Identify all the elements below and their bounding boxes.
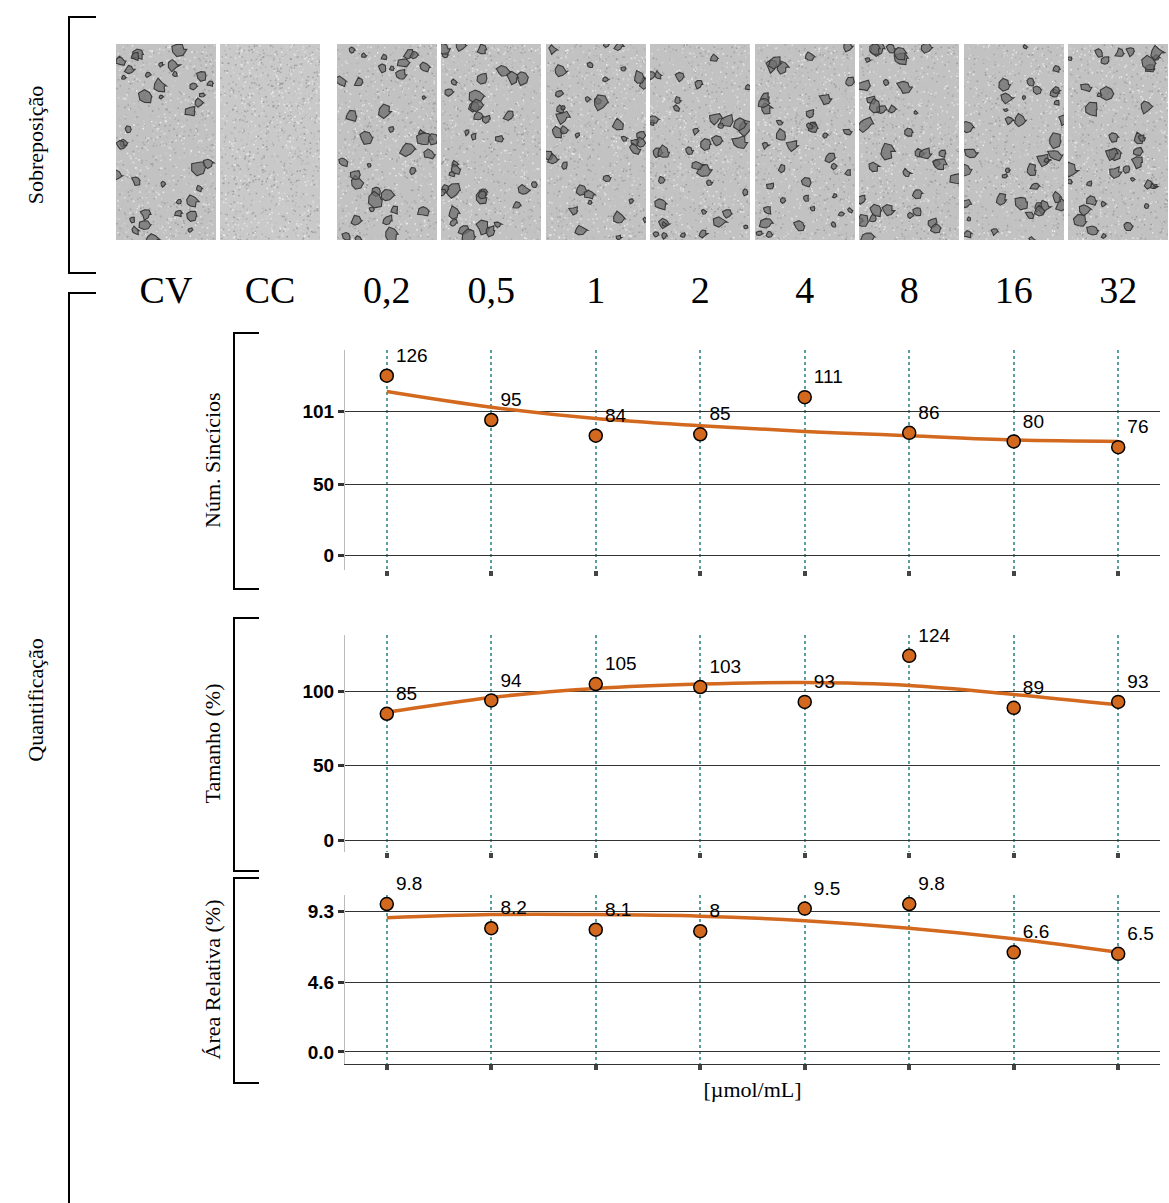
svg-text:80: 80: [1023, 411, 1044, 432]
svg-text:0: 0: [324, 545, 335, 566]
svg-text:89: 89: [1023, 677, 1044, 698]
svg-text:85: 85: [396, 683, 417, 704]
html-text:2: 2: [690, 269, 710, 311]
svg-text:6.5: 6.5: [1127, 923, 1153, 944]
svg-text:9.5: 9.5: [814, 878, 840, 899]
svg-text:0: 0: [324, 830, 335, 851]
svg-text:Núm. Sincícios: Núm. Sincícios: [200, 392, 225, 528]
svg-text:93: 93: [1127, 671, 1148, 692]
svg-text:84: 84: [605, 405, 627, 426]
svg-text:103: 103: [709, 656, 741, 677]
svg-text:6.6: 6.6: [1023, 921, 1049, 942]
svg-text:86: 86: [918, 402, 939, 423]
svg-text:[µmol/mL]: [µmol/mL]: [703, 1077, 801, 1102]
svg-text:9.8: 9.8: [918, 873, 944, 894]
svg-text:93: 93: [814, 671, 835, 692]
svg-text:105: 105: [605, 653, 637, 674]
svg-text:100: 100: [302, 681, 334, 702]
svg-text:Tamanho (%): Tamanho (%): [200, 683, 225, 803]
svg-text:8.2: 8.2: [500, 897, 526, 918]
html-text:Sobreposição: Sobreposição: [23, 85, 48, 205]
svg-text:8.1: 8.1: [605, 899, 631, 920]
svg-text:Área Relativa (%): Área Relativa (%): [200, 899, 225, 1059]
html-text:8: 8: [899, 269, 919, 311]
svg-text:8: 8: [709, 900, 720, 921]
html-text:0,5: 0,5: [467, 269, 515, 311]
html-text:32: 32: [1099, 269, 1138, 311]
html-text:Quantificação: Quantificação: [23, 638, 48, 762]
svg-text:94: 94: [500, 670, 522, 691]
svg-text:95: 95: [500, 389, 521, 410]
svg-text:111: 111: [814, 366, 843, 387]
svg-text:9.3: 9.3: [308, 901, 334, 922]
html-text:0,2: 0,2: [363, 269, 411, 311]
svg-text:85: 85: [709, 403, 730, 424]
svg-text:76: 76: [1127, 416, 1148, 437]
html-text:CC: CC: [244, 269, 296, 311]
html-text:CV: CV: [139, 269, 193, 311]
html-text:16: 16: [994, 269, 1033, 311]
svg-text:126: 126: [396, 345, 428, 366]
svg-text:101: 101: [302, 401, 334, 422]
svg-text:9.8: 9.8: [396, 873, 422, 894]
svg-text:50: 50: [313, 755, 334, 776]
svg-text:124: 124: [918, 625, 950, 646]
svg-text:4.6: 4.6: [308, 972, 334, 993]
svg-text:50: 50: [313, 474, 334, 495]
html-text:4: 4: [795, 269, 815, 311]
svg-text:0.0: 0.0: [308, 1042, 334, 1063]
html-text:1: 1: [586, 269, 606, 311]
